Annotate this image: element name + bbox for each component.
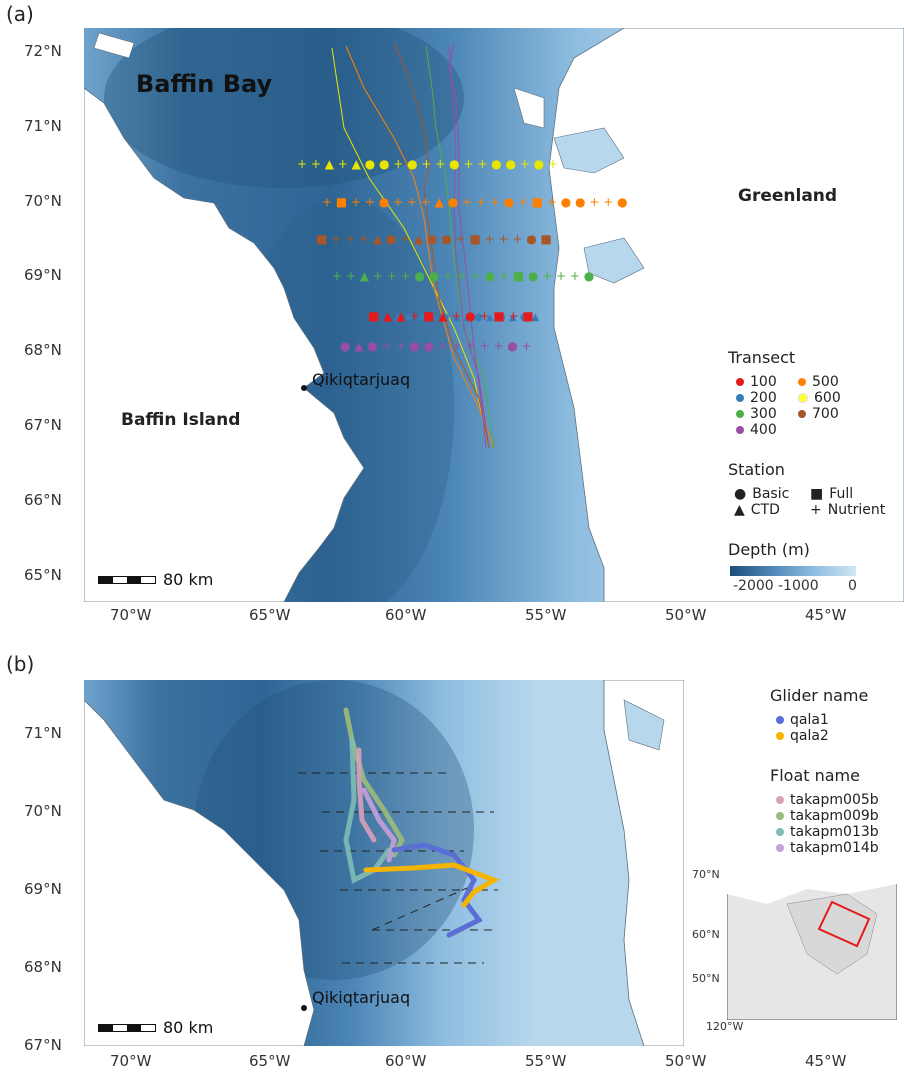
transect-500: + ■ + + ● + + + ▲ ● + + + ● + ■ + ● ● + … <box>322 195 628 209</box>
legend-transect-100: 100 <box>736 374 777 390</box>
legend-glider-qala1: qala1 <box>776 712 829 728</box>
legend-transect-title: Transect <box>728 348 796 367</box>
lat-tick: 71°N <box>24 724 62 742</box>
lon-tick: 50°W <box>665 606 707 624</box>
lat-tick: 70°N <box>24 192 62 210</box>
legend-station-title: Station <box>728 460 785 479</box>
panel-a-map: + + ▲ + ▲ ● ● + ● + + ● + + ● ● + ● + + … <box>84 28 904 602</box>
full-icon: ■ <box>810 486 824 502</box>
qikiqtarjuaq-dot-b <box>301 1005 307 1011</box>
scale-bar-label-b: 80 km <box>163 1018 214 1037</box>
scale-bar-b <box>98 1024 156 1032</box>
legend-transect-700: 700 <box>798 406 839 422</box>
inset-lat-tick: 50°N <box>692 972 720 985</box>
scale-bar-label: 80 km <box>163 570 214 589</box>
transect-700: ■ + + + ▲ ● + ▲ ● ● + ■ + + + ● ■ <box>316 232 552 246</box>
lon-tick: 70°W <box>110 1052 152 1070</box>
place-qikiqtarjuaq-b: Qikiqtarjuaq <box>312 988 411 1007</box>
lat-tick: 71°N <box>24 117 62 135</box>
ctd-icon: ▲ <box>734 502 745 518</box>
legend-transect-300: 300 <box>736 406 777 422</box>
legend-float-014b: takapm014b <box>776 840 879 856</box>
glider-tracks-b <box>363 842 500 938</box>
lon-tick: 65°W <box>249 1052 291 1070</box>
transect-600-stations: + + ▲ + ▲ ● ● + ● + + ● + + ● ● + ● + <box>297 157 558 171</box>
lon-tick: 55°W <box>525 1052 567 1070</box>
lat-tick: 68°N <box>24 958 62 976</box>
transect-300: + + ▲ + + + ● ● + + + ● + ■ ● + + + ● <box>332 269 594 283</box>
depth-tick: 0 <box>848 578 857 594</box>
place-baffin-bay: Baffin Bay <box>136 70 273 98</box>
place-baffin-island: Baffin Island <box>121 410 241 430</box>
baffin-island-land <box>84 87 365 602</box>
depth-colorbar <box>730 566 856 576</box>
lon-tick: 45°W <box>805 606 847 624</box>
transect-700-stations: ■ + + + ▲ ● + ▲ ● ● + ■ + + + ● ■ <box>316 232 552 246</box>
panel-b-label: (b) <box>6 652 35 676</box>
panel-a-label: (a) <box>6 2 34 26</box>
legend-transect-500: 500 <box>798 374 839 390</box>
transect-300-stations: + + ▲ + + + ● ● + + + ● + ■ ● + + + ● <box>332 269 594 283</box>
lat-tick: 69°N <box>24 266 62 284</box>
lon-tick: 65°W <box>249 606 291 624</box>
legend-float-005b: takapm005b <box>776 792 879 808</box>
legend-transect-200: 200 <box>736 390 777 406</box>
legend-station-ctd: ▲ CTD <box>734 502 780 518</box>
lat-tick: 67°N <box>24 1036 62 1054</box>
lat-tick: 67°N <box>24 416 62 434</box>
greenland-land <box>548 28 904 602</box>
scale-bar <box>98 576 156 584</box>
transect-400: ● ▲ ● + + ● ● + + + + + ● + <box>340 339 532 353</box>
legend-station-nutrient: + Nutrient <box>810 502 886 518</box>
inset-lat-tick: 70°N <box>692 868 720 881</box>
lat-tick: 68°N <box>24 341 62 359</box>
inset-study-box <box>817 900 871 948</box>
panel-b-map <box>84 680 684 1046</box>
greenland-land-b <box>603 680 684 1046</box>
lon-tick: 60°W <box>385 1052 427 1070</box>
lat-tick: 66°N <box>24 491 62 509</box>
place-qikiqtarjuaq: Qikiqtarjuaq <box>312 370 411 389</box>
inset-lon-tick: 120°W <box>706 1020 744 1033</box>
transect-400-stations: ● ▲ ● + + ● ● + + + + + ● + <box>340 339 532 353</box>
depth-tick: -2000 <box>733 578 774 594</box>
legend-station-basic: ● Basic <box>734 486 790 502</box>
depth-tick: -1000 <box>778 578 819 594</box>
nutrient-icon: + <box>810 502 822 518</box>
legend-transect-400: 400 <box>736 422 777 438</box>
transect-500-stations: + ■ + + ● + + + ▲ ● + + + ● + ■ + ● ● + … <box>322 195 628 209</box>
lon-tick: 50°W <box>665 1052 707 1070</box>
baffin-island-land-b <box>84 699 315 1046</box>
lon-tick: 70°W <box>110 606 152 624</box>
lon-tick: 60°W <box>385 606 427 624</box>
qikiqtarjuaq-dot <box>301 385 307 391</box>
inset-map <box>727 864 897 1020</box>
legend-station-full: ■ Full <box>810 486 854 502</box>
transect-200-stations: ▲ ● ● ● ● ▲ ▲ ● ▲ ● ▲ ● ▲ <box>394 312 540 323</box>
lat-tick: 70°N <box>24 802 62 820</box>
lat-tick: 72°N <box>24 42 62 60</box>
lon-tick: 45°W <box>805 1052 847 1070</box>
legend-transect-600: 600 <box>798 390 841 406</box>
legend-float-title: Float name <box>770 766 860 785</box>
inset-lat-tick: 60°N <box>692 928 720 941</box>
legend-depth-title: Depth (m) <box>728 540 810 559</box>
legend-float-009b: takapm009b <box>776 808 879 824</box>
lat-tick: 69°N <box>24 880 62 898</box>
legend-glider-title: Glider name <box>770 686 869 705</box>
transect-100-stations: ■ ▲ ▲ + ■ ▲ + ● + ■ + ■ <box>368 309 534 323</box>
lat-tick: 65°N <box>24 566 62 584</box>
transect-200: ▲ ● ● ● ● ▲ ▲ ● ▲ ● ▲ ● ▲ <box>394 312 540 323</box>
lon-tick: 55°W <box>525 606 567 624</box>
legend-float-013b: takapm013b <box>776 824 879 840</box>
legend-glider-qala2: qala2 <box>776 728 829 744</box>
float-tracks-a <box>331 42 495 449</box>
transect-100: ■ ▲ ▲ + ■ ▲ + ● + ■ + ■ <box>368 309 534 323</box>
place-greenland: Greenland <box>738 186 838 206</box>
basic-icon: ● <box>734 486 747 502</box>
transect-600: + + ▲ + ▲ ● ● + ● + + ● + + ● ● + ● + <box>297 157 558 171</box>
